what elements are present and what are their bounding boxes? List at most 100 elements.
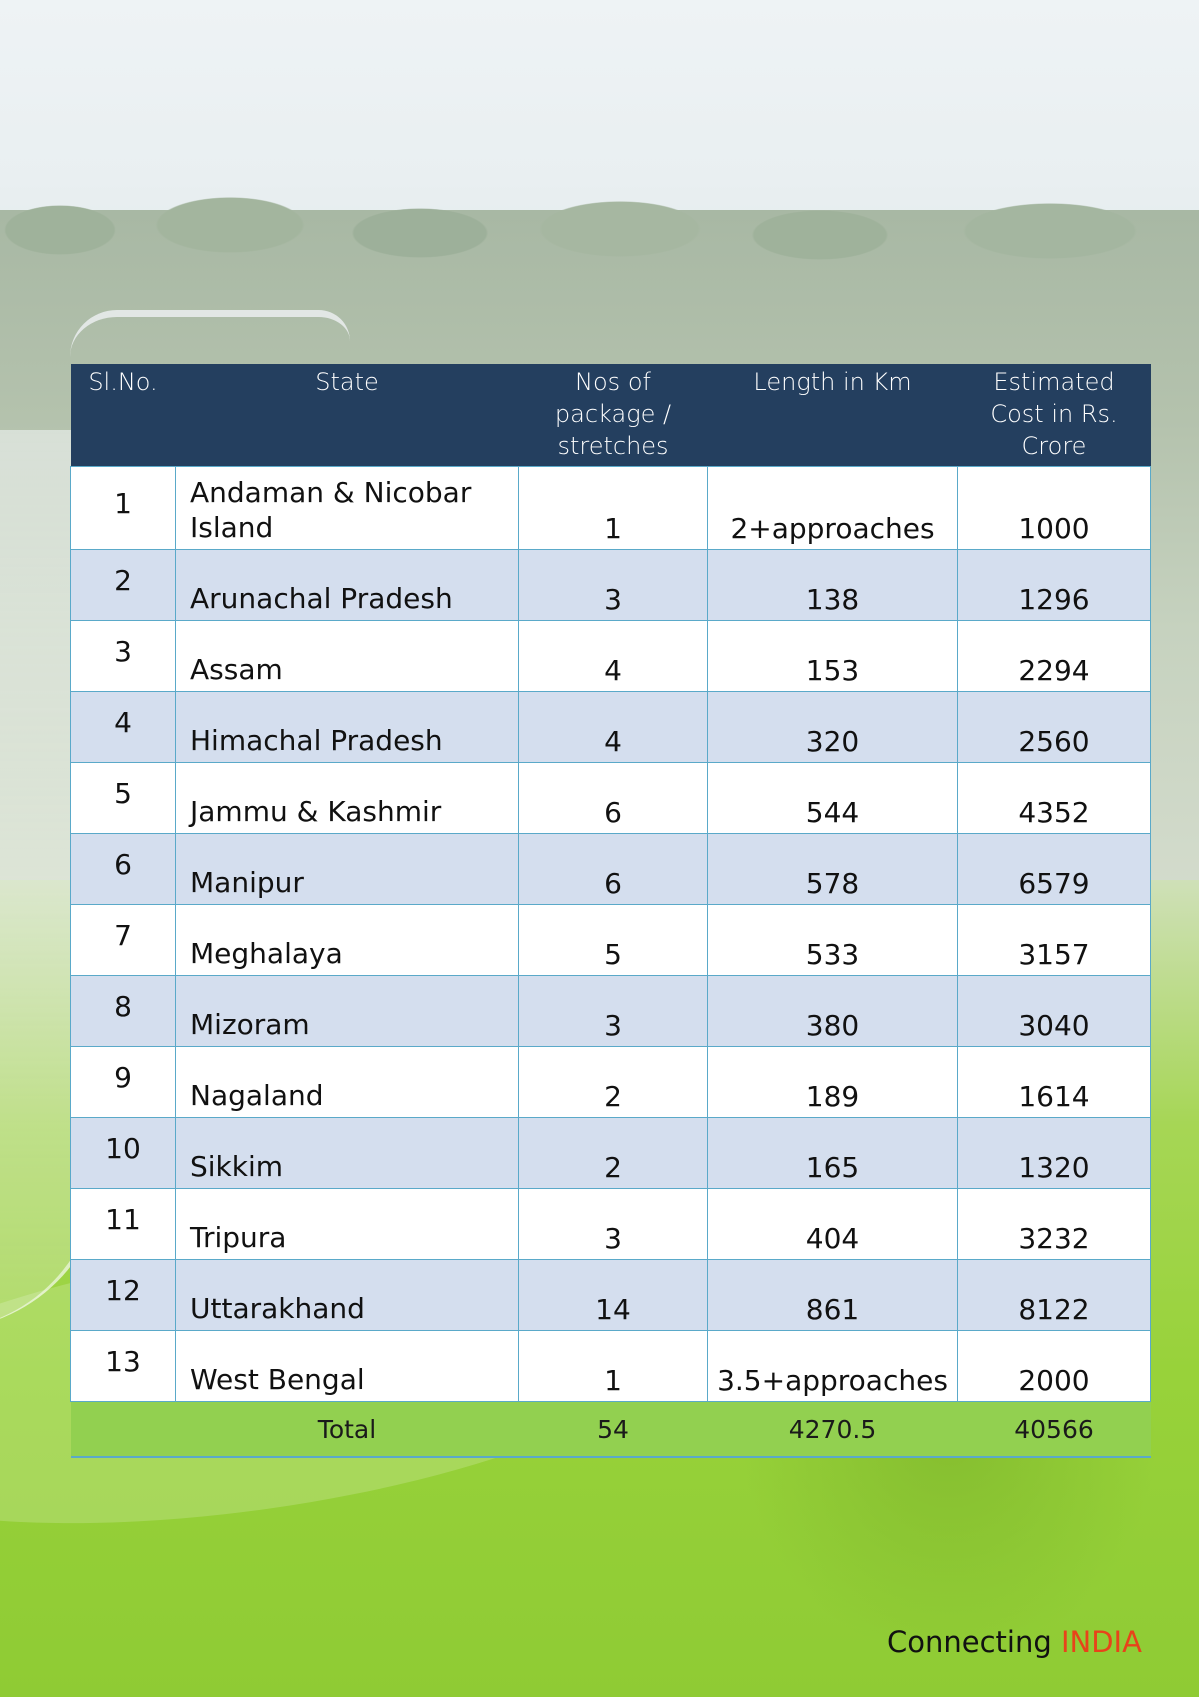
cost-cell: 1320: [957, 1117, 1151, 1189]
state-name-line: Arunachal Pradesh: [190, 582, 453, 615]
table-row: 11 Tripura 3 404 3232: [70, 1188, 1151, 1260]
street-lamp: [70, 310, 350, 357]
state-name-line: Jammu & Kashmir: [190, 795, 442, 828]
sl-no-cell: 3: [70, 620, 176, 692]
state-name-line: Nagaland: [190, 1079, 324, 1112]
length-cell: 380: [707, 975, 958, 1047]
header-row: Sl.No. State Nos of package / stretches Lengt…: [70, 364, 1151, 467]
state-cell: West Bengal: [175, 1330, 519, 1402]
state-name-line: Assam: [190, 653, 283, 686]
packages-cell: 4: [518, 691, 708, 763]
header-cost-line: Crore: [1021, 432, 1087, 460]
header-state: State: [175, 364, 519, 467]
cost-cell: 2000: [957, 1330, 1151, 1402]
header-length-line: Length in Km: [753, 368, 912, 396]
table-row: 6 Manipur 6 578 6579: [70, 833, 1151, 905]
state-cell: Manipur: [175, 833, 519, 905]
state-cell: Mizoram: [175, 975, 519, 1047]
length-cell: 189: [707, 1046, 958, 1118]
length-cell: 578: [707, 833, 958, 905]
state-name-line: West Bengal: [190, 1363, 365, 1396]
total-label: Total: [175, 1401, 519, 1457]
table-row: 7 Meghalaya 5 533 3157: [70, 904, 1151, 976]
length-cell: 153: [707, 620, 958, 692]
cost-cell: 1296: [957, 549, 1151, 621]
total-cost: 40566: [957, 1401, 1151, 1457]
packages-cell: 5: [518, 904, 708, 976]
state-cell: Tripura: [175, 1188, 519, 1260]
cost-cell: 8122: [957, 1259, 1151, 1331]
cost-cell: 2560: [957, 691, 1151, 763]
state-name-line: Himachal Pradesh: [190, 724, 443, 757]
table-row: 1 Andaman & Nicobar Island 1 2+approaches 100…: [70, 466, 1151, 550]
brand-prefix: Connecting: [887, 1625, 1061, 1659]
cost-cell: 6579: [957, 833, 1151, 905]
length-cell: 165: [707, 1117, 958, 1189]
cost-cell: 1000: [957, 466, 1151, 550]
header-packages: Nos of package / stretches: [518, 364, 708, 467]
packages-cell: 2: [518, 1117, 708, 1189]
header-cost: Estimated Cost in Rs. Crore: [957, 364, 1151, 467]
total-spacer-cell: [70, 1401, 176, 1457]
sl-no-cell: 7: [70, 904, 176, 976]
packages-cell: 3: [518, 1188, 708, 1260]
sl-no-cell: 10: [70, 1117, 176, 1189]
state-cell: Assam: [175, 620, 519, 692]
sl-no-cell: 6: [70, 833, 176, 905]
table-body: 1 Andaman & Nicobar Island 1 2+approaches 100…: [70, 466, 1151, 1402]
header-sl-no-line: Sl.No.: [88, 368, 158, 396]
sl-no-cell: 5: [70, 762, 176, 834]
sl-no-cell: 2: [70, 549, 176, 621]
cost-cell: 3157: [957, 904, 1151, 976]
sl-no-cell: 9: [70, 1046, 176, 1118]
state-cell: Andaman & Nicobar Island: [175, 466, 519, 550]
state-cell: Himachal Pradesh: [175, 691, 519, 763]
sl-no-cell: 13: [70, 1330, 176, 1402]
cost-cell: 3232: [957, 1188, 1151, 1260]
length-cell: 138: [707, 549, 958, 621]
cost-cell: 2294: [957, 620, 1151, 692]
state-cell: Meghalaya: [175, 904, 519, 976]
cost-cell: 4352: [957, 762, 1151, 834]
packages-cell: 6: [518, 762, 708, 834]
state-name-line: Manipur: [190, 866, 304, 899]
state-name-line: Mizoram: [190, 1008, 310, 1041]
length-cell: 320: [707, 691, 958, 763]
header-packages-line: Nos of: [575, 368, 651, 396]
header-cost-line: Cost in Rs.: [990, 400, 1118, 428]
length-cell: 861: [707, 1259, 958, 1331]
state-projects-table: Sl.No. State Nos of package / stretches Lengt…: [70, 364, 1151, 1458]
cost-cell: 3040: [957, 975, 1151, 1047]
sl-no-cell: 8: [70, 975, 176, 1047]
table-row: 10 Sikkim 2 165 1320: [70, 1117, 1151, 1189]
table-row: 13 West Bengal 1 3.5+approaches 2000: [70, 1330, 1151, 1402]
packages-cell: 3: [518, 975, 708, 1047]
table-row: 9 Nagaland 2 189 1614: [70, 1046, 1151, 1118]
table-row: 2 Arunachal Pradesh 3 138 1296: [70, 549, 1151, 621]
header-packages-line: package /: [554, 400, 672, 428]
state-cell: Jammu & Kashmir: [175, 762, 519, 834]
connecting-india-brand: Connecting INDIA: [887, 1625, 1142, 1659]
length-cell: 404: [707, 1188, 958, 1260]
state-name-line: Andaman & Nicobar: [190, 476, 472, 509]
packages-cell: 14: [518, 1259, 708, 1331]
table-row: 8 Mizoram 3 380 3040: [70, 975, 1151, 1047]
length-cell: 533: [707, 904, 958, 976]
packages-cell: 1: [518, 1330, 708, 1402]
state-projects-table-container: Sl.No. State Nos of package / stretches Lengt…: [70, 364, 1151, 1458]
packages-cell: 2: [518, 1046, 708, 1118]
state-cell: Uttarakhand: [175, 1259, 519, 1331]
packages-cell: 3: [518, 549, 708, 621]
header-length: Length in Km: [707, 364, 958, 467]
length-cell: 3.5+approaches: [707, 1330, 958, 1402]
state-name-line: Sikkim: [190, 1150, 284, 1183]
packages-cell: 6: [518, 833, 708, 905]
table-footer: Total 54 4270.5 40566: [70, 1401, 1151, 1457]
table-row: 5 Jammu & Kashmir 6 544 4352: [70, 762, 1151, 834]
state-cell: Sikkim: [175, 1117, 519, 1189]
state-name-line: Tripura: [190, 1221, 287, 1254]
header-packages-line: stretches: [557, 432, 669, 460]
length-cell: 544: [707, 762, 958, 834]
state-name-line: Meghalaya: [190, 937, 343, 970]
total-length: 4270.5: [707, 1401, 958, 1457]
